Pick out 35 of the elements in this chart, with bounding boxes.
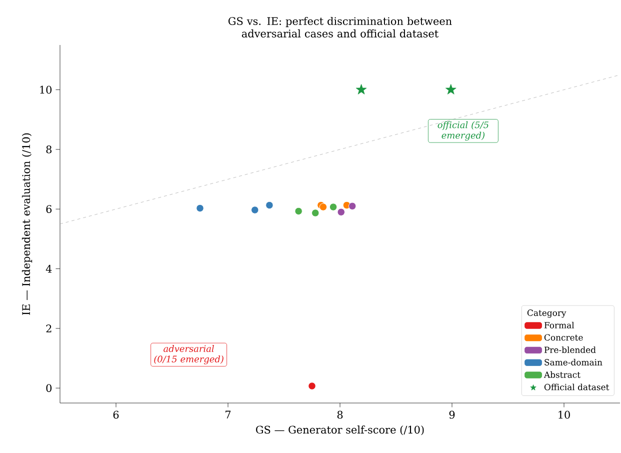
legend-title: Category (527, 310, 566, 318)
point (294, 207, 302, 216)
legend-label: Concrete (544, 334, 583, 341)
point (356, 84, 367, 94)
annotation: adversarial (0/15 emerged) (154, 345, 224, 364)
point (251, 206, 259, 214)
point (308, 382, 316, 390)
point (312, 209, 320, 217)
y-tick-label: 2 (46, 324, 52, 332)
point (348, 202, 356, 210)
point (445, 84, 456, 94)
y-tick-label: 6 (46, 205, 52, 214)
legend-label: Abstract (544, 371, 580, 378)
x-tick-label: 10 (558, 410, 570, 419)
point (319, 203, 328, 211)
legend-label: Same-domain (544, 358, 602, 366)
point (329, 203, 338, 211)
point (337, 208, 345, 216)
x-axis-title: GS — Generator self-score (/10) (256, 426, 424, 436)
y-tick-label: 0 (46, 384, 52, 392)
y-tick-label: 4 (46, 264, 52, 273)
x-tick-label: 7 (226, 410, 231, 418)
y-axis-title: IE — Independent evaluation (/10) (22, 133, 32, 315)
x-tick-label: 9 (449, 410, 455, 419)
x-tick-label: 8 (337, 410, 343, 419)
x-tick-label: 6 (113, 410, 119, 419)
y-tick-label: 10 (40, 86, 52, 94)
annotation: official (5/5 emerged) (438, 121, 488, 141)
legend-label: Official dataset (544, 384, 610, 390)
chart-title: GS vs. IE: perfect discrimination between adversarial cases and official dataset (228, 16, 452, 38)
point (196, 204, 204, 212)
legend-label: Formal (544, 322, 574, 328)
point (266, 201, 274, 210)
legend-label: Pre-blended (544, 346, 596, 354)
y-tick-label: 8 (46, 145, 52, 154)
